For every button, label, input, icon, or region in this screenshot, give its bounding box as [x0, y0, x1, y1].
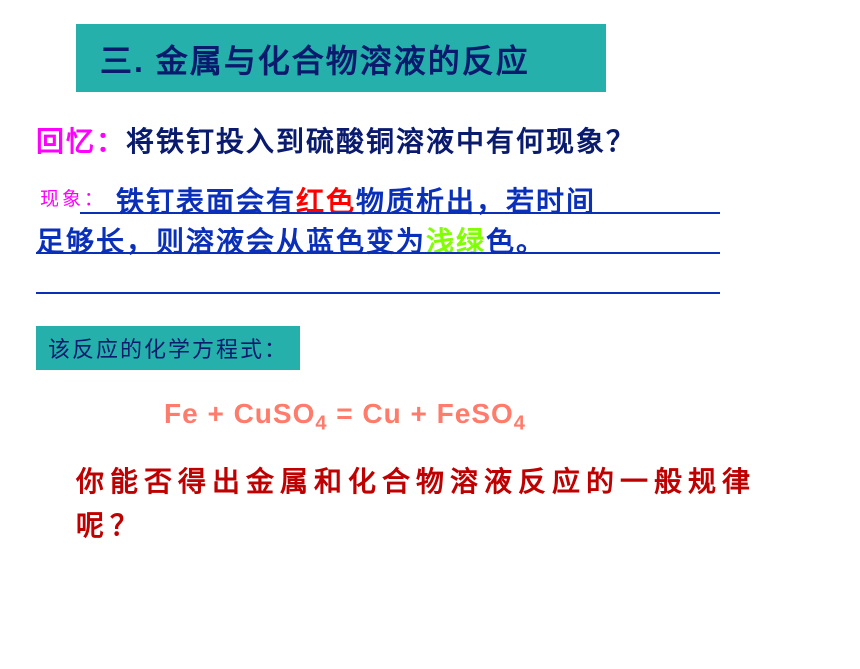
equation-part1: Fe + CuSO — [164, 398, 315, 429]
phenomenon-section: 现象： 铁钉表面会有红色物质析出，若时间 足够长，则溶液会从蓝色变为浅绿色。 — [0, 180, 860, 300]
equation-sub2: 4 — [514, 413, 526, 435]
recall-question: 将铁钉投入到硫酸铜溶液中有何现象？ — [126, 126, 636, 157]
recall-line: 回忆：将铁钉投入到硫酸铜溶液中有何现象？ — [36, 120, 860, 160]
follow-up-question: 你能否得出金属和化合物溶液反应的一般规律呢？ — [76, 460, 784, 550]
equation-label-box: 该反应的化学方程式： — [36, 326, 300, 370]
underline-1 — [80, 212, 720, 214]
recall-label: 回忆： — [36, 126, 126, 157]
equation-part2: = Cu + FeSO — [328, 398, 514, 429]
phenomenon-label: 现象： — [40, 184, 106, 211]
underline-3 — [36, 292, 720, 294]
section-title: 三. 金属与化合物溶液的反应 — [100, 43, 530, 79]
underline-2 — [36, 252, 720, 254]
equation-sub1: 4 — [315, 413, 327, 435]
chemical-equation: Fe + CuSO4 = Cu + FeSO4 — [164, 398, 860, 436]
section-title-box: 三. 金属与化合物溶液的反应 — [76, 24, 606, 92]
equation-label: 该反应的化学方程式： — [48, 337, 288, 362]
